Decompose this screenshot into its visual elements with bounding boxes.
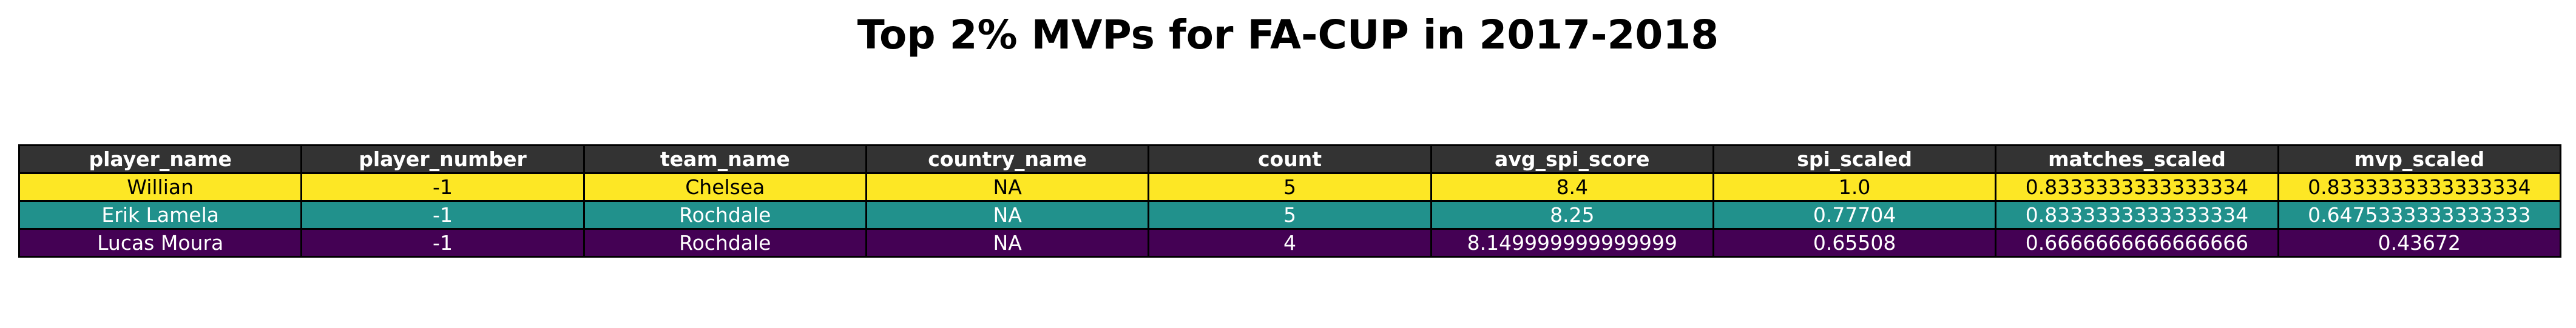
- table-cell-player-number: -1: [300, 228, 585, 258]
- table-cell-player-name: Lucas Moura: [18, 228, 303, 258]
- table-cell-avg-spi-score: 8.4: [1430, 172, 1714, 202]
- table-cell-matches-scaled: 0.8333333333333334: [1995, 200, 2279, 230]
- chart-title: Top 2% MVPs for FA-CUP in 2017-2018: [857, 12, 1719, 58]
- table-cell-spi-scaled: 0.77704: [1712, 200, 1997, 230]
- column-header-player-number: player_number: [300, 144, 585, 174]
- column-header-count: count: [1148, 144, 1432, 174]
- column-header-team-name: team_name: [583, 144, 867, 174]
- column-header-matches-scaled: matches_scaled: [1995, 144, 2279, 174]
- table-cell-country-name: NA: [865, 172, 1150, 202]
- table-cell-count: 5: [1148, 200, 1432, 230]
- table-cell-player-number: -1: [300, 172, 585, 202]
- table-cell-country-name: NA: [865, 228, 1150, 258]
- column-header-spi-scaled: spi_scaled: [1712, 144, 1997, 174]
- table-cell-matches-scaled: 0.8333333333333334: [1995, 172, 2279, 202]
- table-cell-count: 4: [1148, 228, 1432, 258]
- table-cell-team-name: Chelsea: [583, 172, 867, 202]
- table-cell-team-name: Rochdale: [583, 200, 867, 230]
- table-cell-player-name: Erik Lamela: [18, 200, 303, 230]
- header-row: player_name player_number team_name country…: [18, 144, 2562, 174]
- table-row: Lucas Moura -1 Rochdale NA 4 8.14999999999999…: [18, 228, 2562, 258]
- table-cell-spi-scaled: 0.65508: [1712, 228, 1997, 258]
- table-cell-player-number: -1: [300, 200, 585, 230]
- table-cell-matches-scaled: 0.6666666666666666: [1995, 228, 2279, 258]
- table-header: player_name player_number team_name country…: [18, 144, 2562, 174]
- table-body: Willian -1 Chelsea NA 5 8.4 1.0 0.8333333333333…: [18, 172, 2562, 258]
- mvp-table: player_name player_number team_name country…: [18, 144, 2562, 258]
- table-row: Erik Lamela -1 Rochdale NA 5 8.25 0.77704 0.833…: [18, 200, 2562, 230]
- table-cell-avg-spi-score: 8.25: [1430, 200, 1714, 230]
- table-container: player_name player_number team_name country…: [18, 144, 2562, 258]
- table-cell-player-name: Willian: [18, 172, 303, 202]
- table-cell-mvp-scaled: 0.8333333333333334: [2277, 172, 2562, 202]
- table-row: Willian -1 Chelsea NA 5 8.4 1.0 0.8333333333333…: [18, 172, 2562, 202]
- table-cell-country-name: NA: [865, 200, 1150, 230]
- table-cell-count: 5: [1148, 172, 1432, 202]
- column-header-player-name: player_name: [18, 144, 303, 174]
- table-cell-team-name: Rochdale: [583, 228, 867, 258]
- column-header-avg-spi-score: avg_spi_score: [1430, 144, 1714, 174]
- column-header-mvp-scaled: mvp_scaled: [2277, 144, 2562, 174]
- table-cell-mvp-scaled: 0.43672: [2277, 228, 2562, 258]
- table-cell-spi-scaled: 1.0: [1712, 172, 1997, 202]
- table-cell-avg-spi-score: 8.149999999999999: [1430, 228, 1714, 258]
- column-header-country-name: country_name: [865, 144, 1150, 174]
- table-cell-mvp-scaled: 0.6475333333333333: [2277, 200, 2562, 230]
